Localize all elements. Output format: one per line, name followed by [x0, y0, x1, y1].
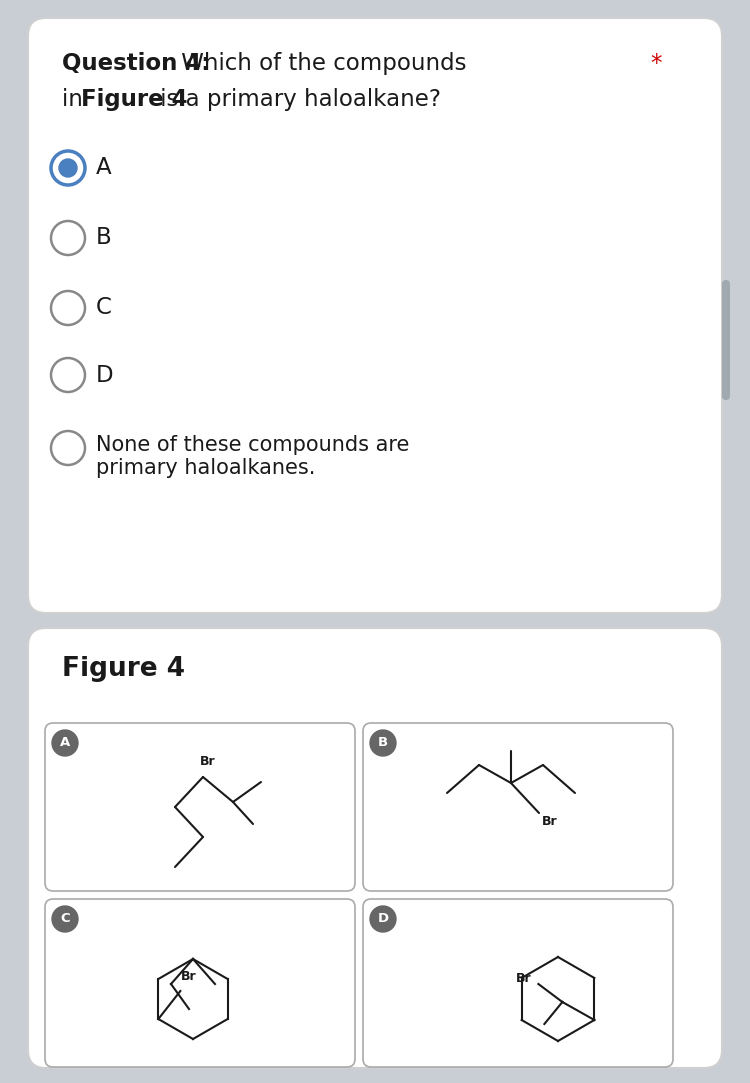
Text: D: D [96, 364, 114, 387]
Text: Br: Br [182, 970, 197, 983]
Text: None of these compounds are: None of these compounds are [96, 435, 410, 455]
Text: Br: Br [542, 815, 557, 828]
FancyBboxPatch shape [363, 723, 673, 891]
FancyBboxPatch shape [45, 899, 355, 1067]
Text: in: in [62, 88, 90, 110]
Text: Which of the compounds: Which of the compounds [174, 52, 466, 75]
FancyBboxPatch shape [28, 628, 722, 1068]
Text: C: C [60, 913, 70, 926]
Circle shape [370, 730, 396, 756]
Circle shape [370, 906, 396, 932]
Text: Question 4:: Question 4: [62, 52, 210, 75]
Circle shape [51, 431, 85, 465]
FancyBboxPatch shape [28, 18, 722, 613]
Circle shape [51, 221, 85, 255]
Text: B: B [96, 226, 112, 249]
Circle shape [52, 906, 78, 932]
Text: Br: Br [516, 971, 532, 984]
Text: Br: Br [200, 755, 216, 768]
Circle shape [51, 151, 85, 185]
Text: Figure 4: Figure 4 [62, 656, 185, 682]
Text: A: A [96, 157, 112, 180]
Text: Figure 4: Figure 4 [81, 88, 188, 110]
Text: D: D [377, 913, 388, 926]
FancyBboxPatch shape [363, 899, 673, 1067]
Circle shape [51, 358, 85, 392]
Circle shape [52, 730, 78, 756]
Text: *: * [650, 52, 662, 75]
Text: B: B [378, 736, 388, 749]
FancyBboxPatch shape [722, 280, 730, 400]
Text: C: C [96, 297, 112, 319]
Text: is a primary haloalkane?: is a primary haloalkane? [153, 88, 441, 110]
FancyBboxPatch shape [45, 723, 355, 891]
Circle shape [51, 291, 85, 325]
Circle shape [59, 159, 77, 177]
Text: primary haloalkanes.: primary haloalkanes. [96, 458, 315, 478]
Text: A: A [60, 736, 70, 749]
